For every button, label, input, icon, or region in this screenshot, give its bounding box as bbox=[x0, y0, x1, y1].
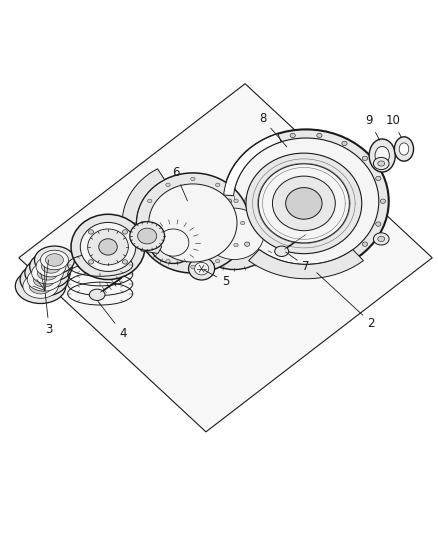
Ellipse shape bbox=[30, 252, 72, 281]
Ellipse shape bbox=[33, 272, 55, 287]
Ellipse shape bbox=[290, 265, 295, 269]
Ellipse shape bbox=[374, 157, 389, 169]
Text: 3: 3 bbox=[45, 293, 53, 336]
Ellipse shape bbox=[231, 176, 237, 181]
Ellipse shape bbox=[317, 265, 322, 269]
Polygon shape bbox=[134, 240, 162, 254]
Ellipse shape bbox=[378, 161, 385, 166]
Ellipse shape bbox=[166, 260, 170, 263]
Ellipse shape bbox=[188, 257, 215, 280]
Ellipse shape bbox=[122, 260, 127, 264]
Text: 8: 8 bbox=[259, 112, 287, 147]
Ellipse shape bbox=[148, 199, 152, 203]
Ellipse shape bbox=[378, 236, 385, 241]
Ellipse shape bbox=[136, 173, 250, 273]
Ellipse shape bbox=[42, 260, 60, 273]
Ellipse shape bbox=[223, 130, 389, 273]
Ellipse shape bbox=[148, 243, 152, 247]
Ellipse shape bbox=[193, 198, 276, 270]
Ellipse shape bbox=[99, 239, 117, 255]
Ellipse shape bbox=[25, 257, 70, 289]
Ellipse shape bbox=[342, 257, 347, 261]
Ellipse shape bbox=[88, 230, 94, 234]
Ellipse shape bbox=[342, 141, 347, 146]
Ellipse shape bbox=[29, 278, 52, 294]
Ellipse shape bbox=[362, 156, 367, 160]
Ellipse shape bbox=[231, 222, 237, 226]
Ellipse shape bbox=[234, 243, 238, 247]
Text: 7: 7 bbox=[286, 252, 310, 273]
Ellipse shape bbox=[166, 183, 170, 187]
Ellipse shape bbox=[88, 260, 94, 264]
Ellipse shape bbox=[265, 141, 270, 146]
Ellipse shape bbox=[35, 246, 74, 274]
Text: 2: 2 bbox=[317, 273, 375, 329]
Ellipse shape bbox=[88, 229, 128, 265]
Ellipse shape bbox=[194, 262, 209, 275]
Ellipse shape bbox=[191, 177, 195, 181]
Ellipse shape bbox=[23, 274, 58, 298]
Polygon shape bbox=[122, 169, 165, 223]
Ellipse shape bbox=[80, 222, 136, 271]
Ellipse shape bbox=[149, 184, 237, 262]
Ellipse shape bbox=[265, 257, 270, 261]
Ellipse shape bbox=[362, 242, 367, 246]
Ellipse shape bbox=[286, 188, 322, 219]
Ellipse shape bbox=[374, 233, 389, 245]
Ellipse shape bbox=[376, 176, 381, 181]
Polygon shape bbox=[249, 249, 364, 279]
Ellipse shape bbox=[272, 176, 336, 231]
Ellipse shape bbox=[399, 143, 409, 155]
Text: 6: 6 bbox=[172, 166, 187, 201]
Ellipse shape bbox=[317, 133, 322, 138]
Text: 10: 10 bbox=[385, 114, 402, 138]
Ellipse shape bbox=[46, 254, 64, 266]
Ellipse shape bbox=[244, 156, 250, 160]
Ellipse shape bbox=[71, 214, 145, 279]
Ellipse shape bbox=[215, 260, 220, 263]
Ellipse shape bbox=[290, 133, 295, 138]
Text: 9: 9 bbox=[365, 114, 380, 140]
Text: 5: 5 bbox=[204, 270, 229, 288]
Ellipse shape bbox=[191, 265, 195, 269]
Ellipse shape bbox=[246, 153, 362, 254]
Text: 4: 4 bbox=[98, 301, 127, 341]
Ellipse shape bbox=[130, 222, 165, 251]
Ellipse shape bbox=[258, 164, 350, 243]
Ellipse shape bbox=[205, 208, 264, 260]
Ellipse shape bbox=[376, 222, 381, 226]
Ellipse shape bbox=[215, 183, 220, 187]
Ellipse shape bbox=[369, 139, 395, 172]
Ellipse shape bbox=[89, 289, 105, 301]
Ellipse shape bbox=[36, 256, 66, 277]
Ellipse shape bbox=[244, 242, 250, 246]
Polygon shape bbox=[19, 84, 432, 432]
Ellipse shape bbox=[37, 266, 58, 280]
Ellipse shape bbox=[122, 230, 127, 234]
Ellipse shape bbox=[138, 228, 157, 244]
Ellipse shape bbox=[141, 221, 145, 225]
Ellipse shape bbox=[240, 221, 245, 225]
Ellipse shape bbox=[158, 229, 189, 256]
Ellipse shape bbox=[275, 246, 289, 256]
Ellipse shape bbox=[394, 137, 413, 161]
Ellipse shape bbox=[149, 222, 197, 263]
Ellipse shape bbox=[226, 199, 232, 204]
Ellipse shape bbox=[32, 262, 64, 284]
Polygon shape bbox=[224, 134, 281, 196]
Ellipse shape bbox=[15, 269, 66, 303]
Ellipse shape bbox=[380, 199, 385, 204]
Ellipse shape bbox=[20, 263, 68, 296]
Ellipse shape bbox=[233, 138, 379, 264]
Ellipse shape bbox=[375, 147, 389, 165]
Ellipse shape bbox=[40, 250, 68, 270]
Ellipse shape bbox=[27, 268, 61, 291]
Ellipse shape bbox=[234, 199, 238, 203]
